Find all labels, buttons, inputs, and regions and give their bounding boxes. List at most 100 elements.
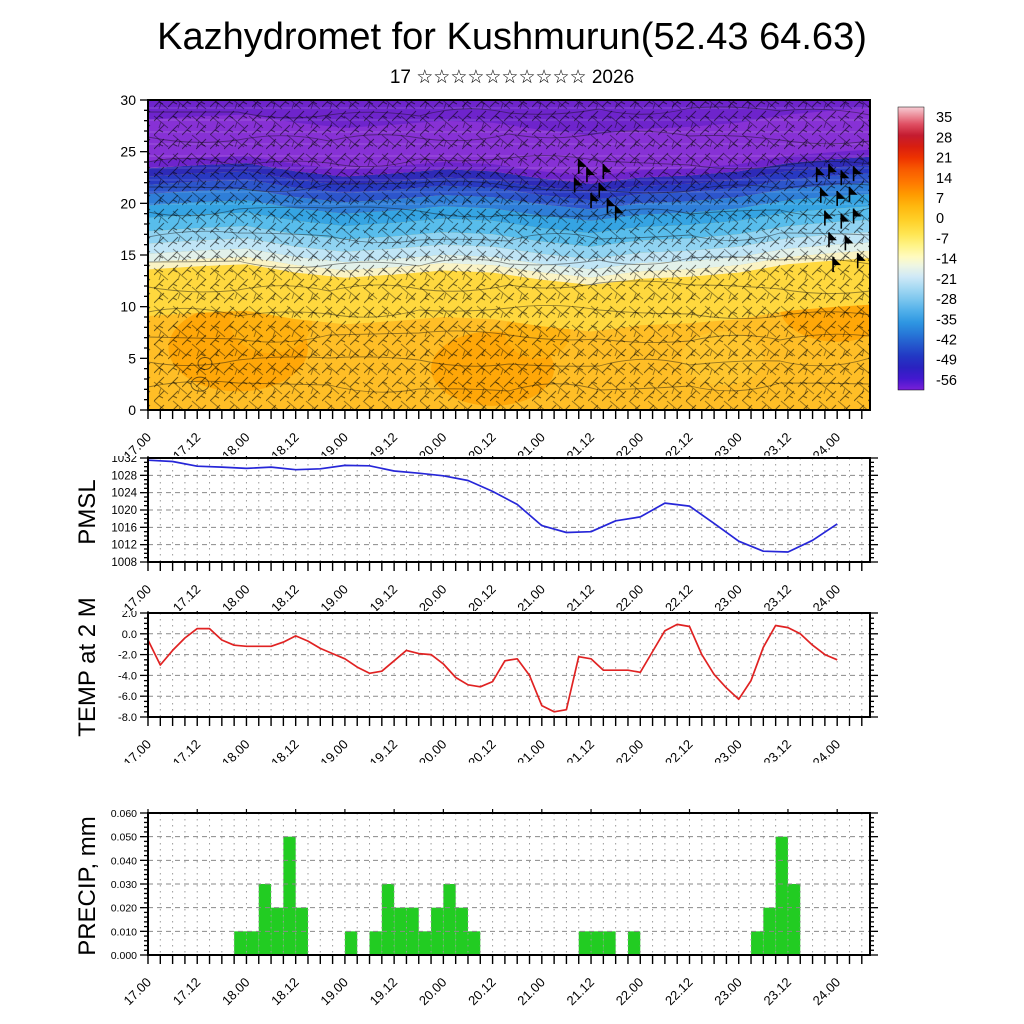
precip-bar <box>344 931 358 955</box>
svg-text:18.12: 18.12 <box>268 582 302 611</box>
svg-text:21.00: 21.00 <box>514 737 548 763</box>
svg-text:0.060: 0.060 <box>111 808 137 820</box>
colorbar-labels: 35 28 21 14 7 0 -7 -14 -21 -28 -35 -42 -49 -56 <box>936 110 957 389</box>
precip-panel: 0.000 0.010 0.020 0.030 0.040 0.050 0.060 17.00… <box>111 808 878 1009</box>
svg-text:17.12: 17.12 <box>170 582 204 611</box>
svg-text:22.12: 22.12 <box>662 975 696 1009</box>
svg-text:-21: -21 <box>936 272 957 288</box>
y-axis: 0.000 0.010 0.020 0.030 0.040 0.050 0.060 <box>111 808 878 962</box>
y-axis: -8.0 -6.0 -4.0 -2.0 0.0 2.0 <box>118 611 878 724</box>
precip-bar <box>751 931 764 955</box>
svg-text:0: 0 <box>936 211 944 227</box>
svg-text:20.00: 20.00 <box>416 430 450 456</box>
pmsl-line <box>147 459 838 553</box>
svg-text:17.12: 17.12 <box>170 975 204 1009</box>
svg-text:21.12: 21.12 <box>564 430 598 456</box>
page-title: Kazhydromet for Kushmurun(52.43 64.63) <box>157 16 867 58</box>
svg-text:30: 30 <box>120 95 136 108</box>
svg-text:18.00: 18.00 <box>219 430 253 456</box>
svg-text:21.00: 21.00 <box>514 582 548 611</box>
svg-text:0.010: 0.010 <box>111 926 137 938</box>
precip-bar <box>418 931 432 955</box>
svg-text:1016: 1016 <box>111 522 137 534</box>
svg-text:1024: 1024 <box>111 488 137 500</box>
svg-text:19.00: 19.00 <box>317 582 351 611</box>
svg-text:25: 25 <box>120 144 136 160</box>
svg-text:24.00: 24.00 <box>810 975 844 1009</box>
svg-text:21.00: 21.00 <box>514 975 548 1009</box>
svg-text:20.12: 20.12 <box>465 582 499 611</box>
strong-wind-pennants <box>573 158 866 273</box>
precip-bar <box>283 836 296 955</box>
precip-bars <box>234 836 801 955</box>
x-axis: 17.00 17.12 18.00 18.12 19.00 19.12 20.00 20.12… <box>121 717 863 763</box>
y-axis: 0 5 10 15 20 25 30 <box>120 95 148 418</box>
svg-text:18.12: 18.12 <box>268 975 302 1009</box>
pmsl-panel: 1008 1012 1016 1020 1024 1028 1032 17.00 17.12 18… <box>111 456 878 611</box>
svg-text:23.12: 23.12 <box>760 737 794 763</box>
svg-text:23.00: 23.00 <box>711 737 745 763</box>
precip-bar <box>443 884 456 955</box>
svg-text:21.12: 21.12 <box>564 582 598 611</box>
svg-text:21: 21 <box>936 151 952 167</box>
svg-text:19.00: 19.00 <box>317 430 351 456</box>
precip-bar <box>787 884 801 955</box>
svg-text:22.12: 22.12 <box>662 582 696 611</box>
svg-text:0.040: 0.040 <box>111 855 137 867</box>
svg-text:19.12: 19.12 <box>367 430 401 456</box>
top-ticks <box>147 456 838 458</box>
precip-bar <box>603 931 616 955</box>
svg-text:17.00: 17.00 <box>121 737 155 763</box>
svg-text:-4.0: -4.0 <box>118 670 137 682</box>
svg-text:19.12: 19.12 <box>367 737 401 763</box>
precip-bar <box>775 836 788 955</box>
plot-frame <box>147 99 871 411</box>
svg-text:22.12: 22.12 <box>662 430 696 456</box>
temp-panel: -8.0 -6.0 -4.0 -2.0 0.0 2.0 17.00 17.12 18.00 18.… <box>118 611 878 763</box>
svg-text:19.12: 19.12 <box>367 582 401 611</box>
svg-text:21.12: 21.12 <box>564 737 598 763</box>
svg-text:-49: -49 <box>936 353 957 369</box>
svg-text:20.00: 20.00 <box>416 737 450 763</box>
plot-frame <box>147 612 871 718</box>
svg-text:1020: 1020 <box>111 505 137 517</box>
svg-text:14: 14 <box>936 171 952 187</box>
svg-text:-14: -14 <box>936 252 957 268</box>
svg-text:0: 0 <box>128 402 136 418</box>
svg-text:24.00: 24.00 <box>810 430 844 456</box>
top-ticks <box>147 611 838 613</box>
svg-text:18.00: 18.00 <box>219 737 253 763</box>
svg-text:22.12: 22.12 <box>662 737 696 763</box>
precip-bar <box>258 884 272 955</box>
svg-text:35: 35 <box>936 110 952 126</box>
svg-text:19.00: 19.00 <box>317 737 351 763</box>
svg-text:22.00: 22.00 <box>613 737 647 763</box>
svg-text:18.12: 18.12 <box>268 430 302 456</box>
plot-frame <box>147 812 871 956</box>
svg-text:1032: 1032 <box>111 456 137 465</box>
cross-section-panel: 0 5 10 15 20 25 30 17.00 17.12 18.00 18.12 19.00 19.… <box>120 95 957 456</box>
svg-text:17.12: 17.12 <box>170 430 204 456</box>
precip-bar <box>455 907 468 955</box>
precip-bar <box>234 931 247 955</box>
svg-text:1008: 1008 <box>111 557 137 569</box>
svg-text:1028: 1028 <box>111 470 137 482</box>
temperature-colorbar <box>897 106 925 391</box>
svg-text:17.00: 17.00 <box>121 582 155 611</box>
svg-text:0.0: 0.0 <box>122 629 137 641</box>
x-axis: 17.00 17.12 18.00 18.12 19.00 19.12 20.00 20.12… <box>121 410 863 456</box>
precip-bar <box>578 931 592 955</box>
precip-bar <box>381 884 395 955</box>
svg-text:23.00: 23.00 <box>711 975 745 1009</box>
svg-text:21.12: 21.12 <box>564 975 598 1009</box>
temp-2m-line <box>147 623 838 713</box>
svg-text:-56: -56 <box>936 373 957 389</box>
svg-text:19.00: 19.00 <box>317 975 351 1009</box>
svg-text:18.00: 18.00 <box>219 582 253 611</box>
precip-bar <box>246 931 259 955</box>
svg-text:22.00: 22.00 <box>613 430 647 456</box>
svg-text:7: 7 <box>936 191 944 207</box>
svg-text:20.00: 20.00 <box>416 582 450 611</box>
svg-text:-28: -28 <box>936 292 957 308</box>
